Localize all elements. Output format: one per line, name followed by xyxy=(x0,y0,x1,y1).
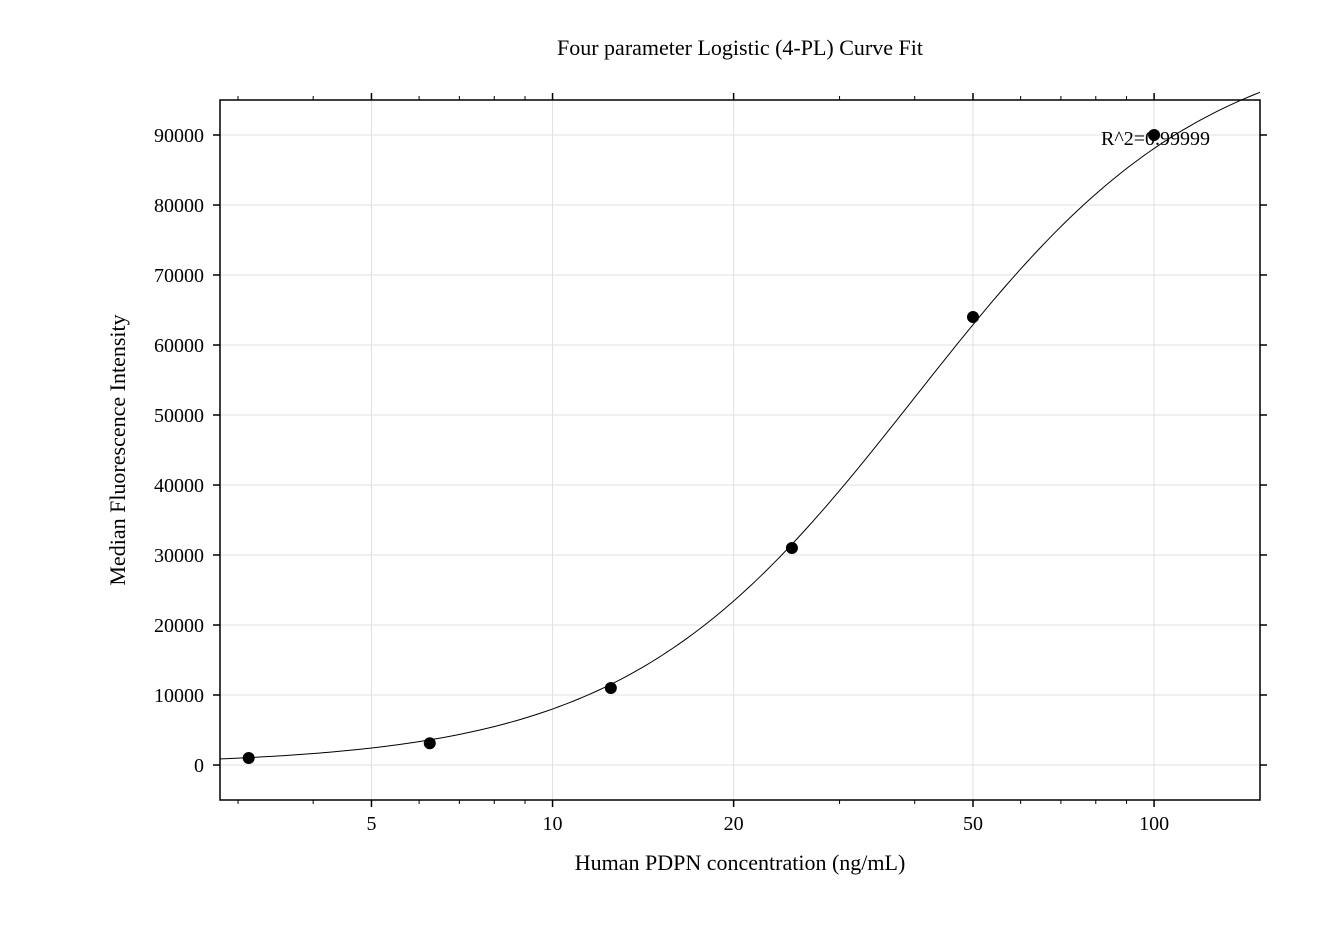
xtick-label: 20 xyxy=(724,813,744,835)
chart-svg: Four parameter Logistic (4-PL) Curve Fit… xyxy=(0,0,1337,929)
ytick-label: 40000 xyxy=(154,475,204,497)
y-axis-label: Median Fluorescence Intensity xyxy=(105,314,130,585)
ytick-label: 50000 xyxy=(154,405,204,427)
xtick-label: 10 xyxy=(543,813,563,835)
ytick-label: 30000 xyxy=(154,545,204,567)
fit-curve xyxy=(220,92,1260,759)
ytick-label: 20000 xyxy=(154,615,204,637)
xtick-label: 5 xyxy=(366,813,376,835)
ytick-label: 0 xyxy=(194,755,204,777)
ytick-label: 60000 xyxy=(154,335,204,357)
data-point xyxy=(967,311,979,323)
ytick-label: 10000 xyxy=(154,685,204,707)
ytick-label: 80000 xyxy=(154,195,204,217)
xtick-label: 50 xyxy=(963,813,983,835)
chart-title: Four parameter Logistic (4-PL) Curve Fit xyxy=(557,35,923,60)
ytick-label: 90000 xyxy=(154,125,204,147)
data-point xyxy=(243,752,255,764)
chart-container: Four parameter Logistic (4-PL) Curve Fit… xyxy=(0,0,1337,929)
ytick-label: 70000 xyxy=(154,265,204,287)
r-squared-annotation: R^2=0.99999 xyxy=(1101,128,1210,150)
xtick-label: 100 xyxy=(1139,813,1169,835)
data-point xyxy=(424,737,436,749)
data-point xyxy=(605,682,617,694)
data-point xyxy=(786,542,798,554)
x-axis-label: Human PDPN concentration (ng/mL) xyxy=(575,850,906,875)
